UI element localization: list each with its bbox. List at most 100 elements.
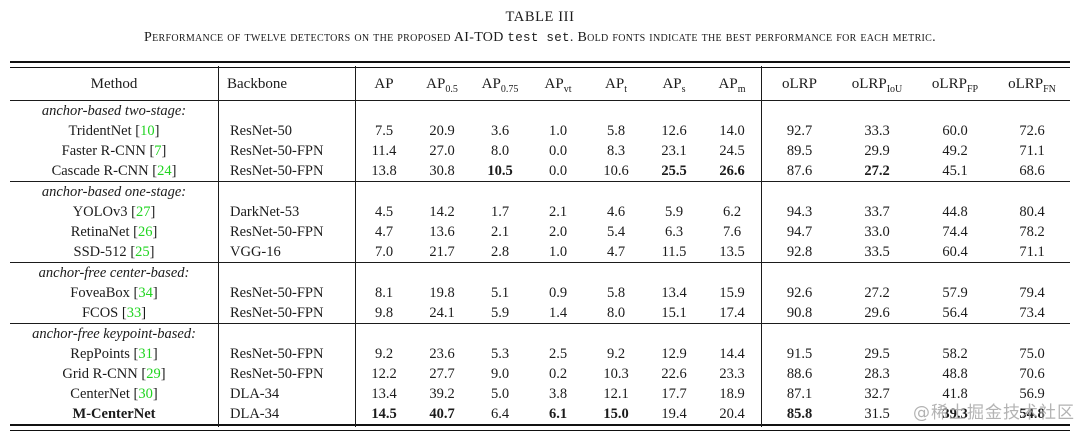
table-row: FoveaBox [34] ResNet-50-FPN 8.1 19.8 5.1 0.9 5… — [10, 283, 1070, 303]
value-cell: 92.7 — [786, 123, 813, 139]
value-cell: 68.6 — [1019, 163, 1045, 179]
value-cell: 27.0 — [429, 143, 455, 159]
value-cell: 5.4 — [606, 224, 626, 240]
value-cell: 87.1 — [786, 386, 813, 402]
col-header-ap-0.5: AP0.5 — [413, 68, 471, 100]
value-cell: 70.6 — [1019, 366, 1045, 382]
value-cell: 29.5 — [864, 346, 890, 362]
section-label-row: anchor-based two-stage: — [10, 101, 1070, 121]
value-cell: 25.5 — [661, 163, 687, 179]
citation-open-bracket: [ — [129, 346, 139, 362]
value-cell: 7.5 — [374, 123, 394, 139]
backbone-cell: ResNet-50 — [230, 123, 293, 139]
citation-open-bracket: [ — [131, 123, 141, 139]
citation-open-bracket: [ — [126, 244, 136, 260]
citation-number: 30 — [138, 386, 153, 402]
value-cell: 10.3 — [603, 366, 629, 382]
value-cell: 79.4 — [1019, 285, 1045, 301]
method-cell: CenterNet [30] — [10, 384, 218, 404]
value-cell: 13.4 — [371, 386, 397, 402]
value-cell: 10.6 — [603, 163, 629, 179]
citation-number: 24 — [157, 163, 172, 179]
value-cell: 56.9 — [1019, 386, 1045, 402]
value-cell: 9.0 — [490, 366, 510, 382]
value-cell: 91.5 — [786, 346, 813, 362]
value-cell: 14.5 — [371, 406, 397, 422]
citation-close-bracket: ] — [154, 123, 160, 139]
value-cell: 88.6 — [786, 366, 813, 382]
table-row: CenterNet [30] DLA-34 13.4 39.2 5.0 3.8 12.1 17… — [10, 384, 1070, 404]
value-cell: 90.8 — [786, 305, 813, 321]
value-cell: 48.8 — [942, 366, 968, 382]
citation-close-bracket: ] — [171, 163, 177, 179]
col-header-olrp: oLRP — [761, 68, 838, 100]
metric-name: AP — [718, 76, 738, 92]
table-row: TridentNet [10] ResNet-50 7.5 20.9 3.6 1.0 5.8… — [10, 121, 1070, 141]
backbone-cell: DLA-34 — [230, 406, 280, 422]
value-cell: 7.0 — [374, 244, 394, 260]
citation-number: 29 — [146, 366, 161, 382]
value-cell: 1.4 — [548, 305, 568, 321]
value-cell: 19.8 — [429, 285, 455, 301]
value-cell: 73.4 — [1019, 305, 1045, 321]
value-cell: 29.6 — [864, 305, 890, 321]
value-cell: 2.8 — [490, 244, 510, 260]
col-header-olrp-fp: oLRPFP — [916, 68, 994, 100]
citation-number: 27 — [135, 204, 151, 220]
metric-name: oLRP — [851, 76, 887, 92]
value-cell: 3.6 — [490, 123, 510, 139]
method-name: YOLOv3 — [72, 204, 128, 220]
citation-close-bracket: ] — [160, 366, 166, 382]
citation-close-bracket: ] — [152, 346, 158, 362]
value-cell: 45.1 — [942, 163, 968, 179]
value-cell: 40.7 — [429, 406, 455, 422]
method-cell: TridentNet [10] — [10, 121, 218, 141]
value-cell: 24.1 — [429, 305, 455, 321]
method-name: RetinaNet — [70, 224, 130, 240]
value-cell: 49.2 — [942, 143, 968, 159]
value-cell: 39.3 — [942, 406, 968, 422]
method-name: FoveaBox — [70, 285, 130, 301]
value-cell: 0.0 — [548, 143, 568, 159]
table-caption: Performance of twelve detectors on the p… — [0, 30, 1080, 46]
section-label-row: anchor-based one-stage: — [10, 182, 1070, 202]
value-cell: 30.8 — [429, 163, 455, 179]
section-rule — [10, 100, 1070, 101]
value-cell: 33.5 — [864, 244, 890, 260]
method-name: SSD-512 — [73, 244, 127, 260]
value-cell: 57.9 — [942, 285, 968, 301]
backbone-cell: DLA-34 — [230, 386, 280, 402]
citation-close-bracket: ] — [152, 386, 158, 402]
col-header-method: Method — [90, 76, 138, 92]
citation-number: 10 — [140, 123, 155, 139]
value-cell: 94.3 — [786, 204, 813, 220]
metric-subscript: IoU — [886, 84, 903, 95]
value-cell: 94.7 — [786, 224, 813, 240]
section-rule — [10, 262, 1070, 263]
citation-open-bracket: [ — [137, 366, 147, 382]
value-cell: 8.3 — [606, 143, 626, 159]
divider-ap-olrp — [761, 66, 762, 427]
value-cell: 8.0 — [490, 143, 510, 159]
value-cell: 28.3 — [864, 366, 890, 382]
table-row: RetinaNet [26] ResNet-50-FPN 4.7 13.6 2.1 2.0… — [10, 222, 1070, 242]
divider-backbone-ap — [355, 66, 356, 427]
value-cell: 74.4 — [942, 224, 968, 240]
value-cell: 80.4 — [1019, 204, 1045, 220]
col-header-backbone: Backbone — [227, 76, 287, 92]
method-name: RepPoints — [70, 346, 130, 362]
citation-close-bracket: ] — [161, 143, 167, 159]
value-cell: 39.2 — [429, 386, 455, 402]
value-cell: 10.5 — [487, 163, 513, 179]
method-name: CenterNet — [70, 386, 130, 402]
citation-number: 34 — [138, 285, 153, 301]
citation-close-bracket: ] — [152, 224, 158, 240]
table-title: TABLE III — [505, 9, 575, 25]
value-cell: 4.6 — [606, 204, 626, 220]
value-cell: 9.2 — [374, 346, 394, 362]
value-cell: 5.9 — [664, 204, 684, 220]
value-cell: 15.0 — [603, 406, 629, 422]
value-cell: 33.0 — [864, 224, 890, 240]
value-cell: 12.2 — [371, 366, 397, 382]
citation-close-bracket: ] — [150, 204, 156, 220]
